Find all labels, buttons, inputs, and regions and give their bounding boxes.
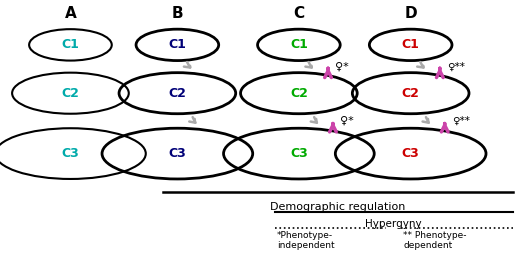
Text: D: D: [404, 6, 417, 21]
Text: ♀*: ♀*: [335, 62, 349, 72]
Text: Hypergyny: Hypergyny: [365, 219, 422, 229]
Text: C3: C3: [402, 147, 419, 160]
Text: C2: C2: [402, 87, 420, 100]
Text: C3: C3: [169, 147, 186, 160]
Text: C3: C3: [62, 147, 79, 160]
Text: C1: C1: [62, 38, 79, 51]
Text: C3: C3: [290, 147, 308, 160]
Text: ♀**: ♀**: [452, 116, 470, 126]
Text: ** Phenotype-
dependent: ** Phenotype- dependent: [403, 231, 467, 250]
Text: Demographic regulation: Demographic regulation: [270, 202, 405, 212]
Text: ♀**: ♀**: [447, 62, 465, 72]
Text: *Phenotype-
independent: *Phenotype- independent: [277, 231, 335, 250]
Text: C2: C2: [169, 87, 186, 100]
Text: C1: C1: [169, 38, 186, 51]
Text: B: B: [172, 6, 183, 21]
Text: C2: C2: [290, 87, 308, 100]
Text: C2: C2: [62, 87, 79, 100]
Text: C1: C1: [402, 38, 420, 51]
Text: C1: C1: [290, 38, 308, 51]
Text: C: C: [293, 6, 305, 21]
Text: ♀*: ♀*: [340, 116, 354, 126]
Text: A: A: [64, 6, 76, 21]
